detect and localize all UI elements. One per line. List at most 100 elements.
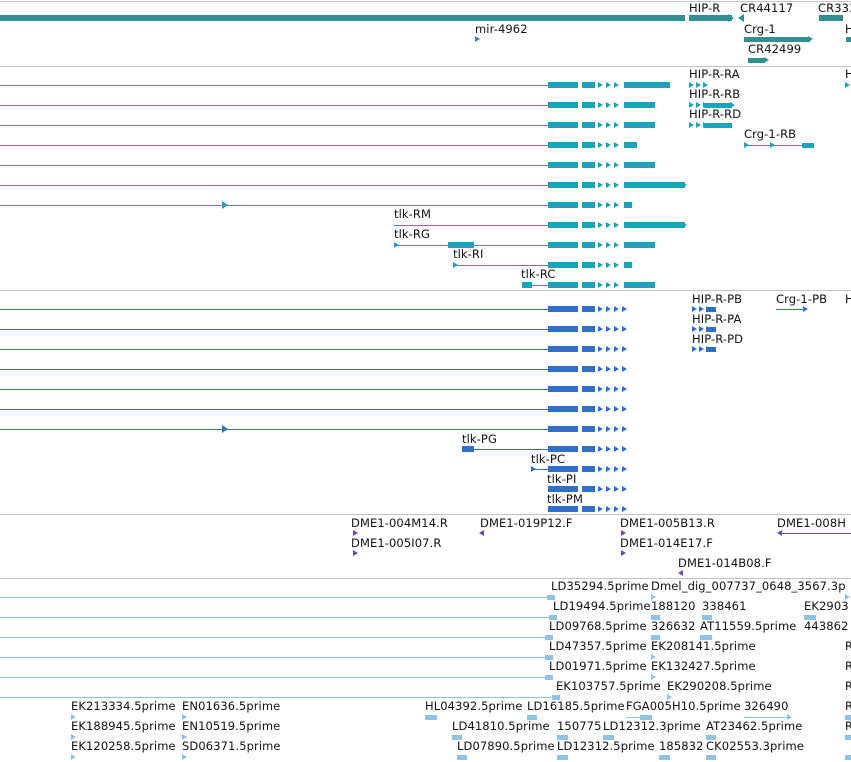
protein-exon[interactable] [548,466,578,472]
transcript-exon[interactable] [624,122,655,128]
transcript-exon[interactable] [624,82,670,88]
est-line[interactable] [0,677,549,678]
protein-exon[interactable] [582,446,595,452]
transcript-exon[interactable] [548,282,578,288]
transcript-exon[interactable] [624,202,632,208]
protein-line[interactable] [0,429,548,430]
feature-block[interactable] [700,635,712,640]
protein-exon[interactable] [582,426,595,432]
protein-exon[interactable] [582,466,595,472]
transcript-line[interactable] [522,285,548,286]
protein-exon[interactable] [548,306,578,312]
transcript-exon[interactable] [582,122,595,128]
transcript-exon[interactable] [448,242,474,248]
gene-cr333-bar[interactable] [819,15,843,21]
est-line[interactable] [0,697,556,698]
transcript-exon[interactable] [582,202,595,208]
est-block[interactable] [545,675,553,680]
protein-exon[interactable] [582,486,595,492]
protein-exon[interactable] [548,446,578,452]
feature-block[interactable] [702,615,712,620]
protein-exon[interactable] [582,326,595,332]
protein-exon[interactable] [582,386,595,392]
transcript-exon[interactable] [582,142,595,148]
feature-block[interactable] [704,103,732,108]
feature-block[interactable] [804,615,816,620]
protein-line[interactable] [0,369,548,370]
transcript-exon[interactable] [624,102,655,108]
protein-exon[interactable] [582,406,595,412]
feature-block[interactable] [425,715,437,720]
est-line[interactable] [0,637,549,638]
protein-exon[interactable] [582,346,595,352]
protein-line[interactable] [0,329,548,330]
est-line[interactable] [0,597,551,598]
transcript-exon[interactable] [582,102,595,108]
feature-block[interactable] [845,715,851,720]
transcript-line[interactable] [0,145,548,146]
transcript-exon[interactable] [624,162,655,168]
transcript-exon[interactable] [548,202,578,208]
transcript-exon[interactable] [582,282,595,288]
est-line[interactable] [0,657,549,658]
transcript-line[interactable] [0,125,548,126]
protein-exon[interactable] [548,506,578,512]
protein-exon[interactable] [582,366,595,372]
transcript-line[interactable] [0,205,548,206]
transcript-line[interactable] [0,185,548,186]
transcript-line[interactable] [0,85,548,86]
transcript-exon[interactable] [548,82,578,88]
feature-block[interactable] [462,446,474,452]
transcript-exon[interactable] [624,262,632,268]
transcript-exon[interactable] [582,262,595,268]
protein-exon[interactable] [548,366,578,372]
feature-block[interactable] [706,755,716,760]
feature-block[interactable] [527,715,537,720]
feature-block[interactable] [659,755,670,760]
protein-exon[interactable] [548,406,578,412]
transcript-exon[interactable] [624,242,655,248]
feature-line[interactable] [744,145,810,146]
est-block[interactable] [549,615,557,620]
transcript-exon[interactable] [548,102,578,108]
feature-line[interactable] [531,469,548,470]
protein-line[interactable] [0,349,548,350]
transcript-exon[interactable] [548,222,578,228]
est-block[interactable] [545,655,553,660]
est-line[interactable] [0,617,553,618]
gene-crg1-bar[interactable] [744,37,810,42]
transcript-line[interactable] [453,265,548,266]
transcript-exon[interactable] [548,262,578,268]
transcript-exon[interactable] [582,182,595,188]
clone-line[interactable] [781,533,851,534]
protein-exon[interactable] [548,486,578,492]
transcript-exon[interactable] [582,242,595,248]
transcript-exon[interactable] [548,162,578,168]
transcript-exon[interactable] [624,222,685,228]
transcript-exon[interactable] [582,82,595,88]
protein-exon[interactable] [548,426,578,432]
feature-block[interactable] [706,735,716,740]
feature-block[interactable] [706,327,716,332]
feature-block[interactable] [640,715,652,720]
transcript-exon[interactable] [624,182,685,188]
protein-exon[interactable] [548,346,578,352]
gene-cr42499-bar[interactable] [748,58,765,63]
feature-block[interactable] [706,307,716,312]
feature-block[interactable] [457,755,467,760]
feature-block[interactable] [845,755,851,760]
transcript-exon[interactable] [522,282,532,288]
gene-hip-r-bar[interactable] [689,15,732,21]
feature-block[interactable] [704,123,732,128]
protein-exon[interactable] [582,306,595,312]
feature-line[interactable] [744,717,790,718]
feature-line[interactable] [474,449,548,450]
protein-line[interactable] [0,409,548,410]
transcript-exon[interactable] [548,122,578,128]
transcript-exon[interactable] [624,282,655,288]
feature-block[interactable] [802,143,814,148]
transcript-exon[interactable] [548,242,578,248]
transcript-line[interactable] [0,105,548,106]
transcript-exon[interactable] [548,182,578,188]
transcript-line[interactable] [394,225,548,226]
